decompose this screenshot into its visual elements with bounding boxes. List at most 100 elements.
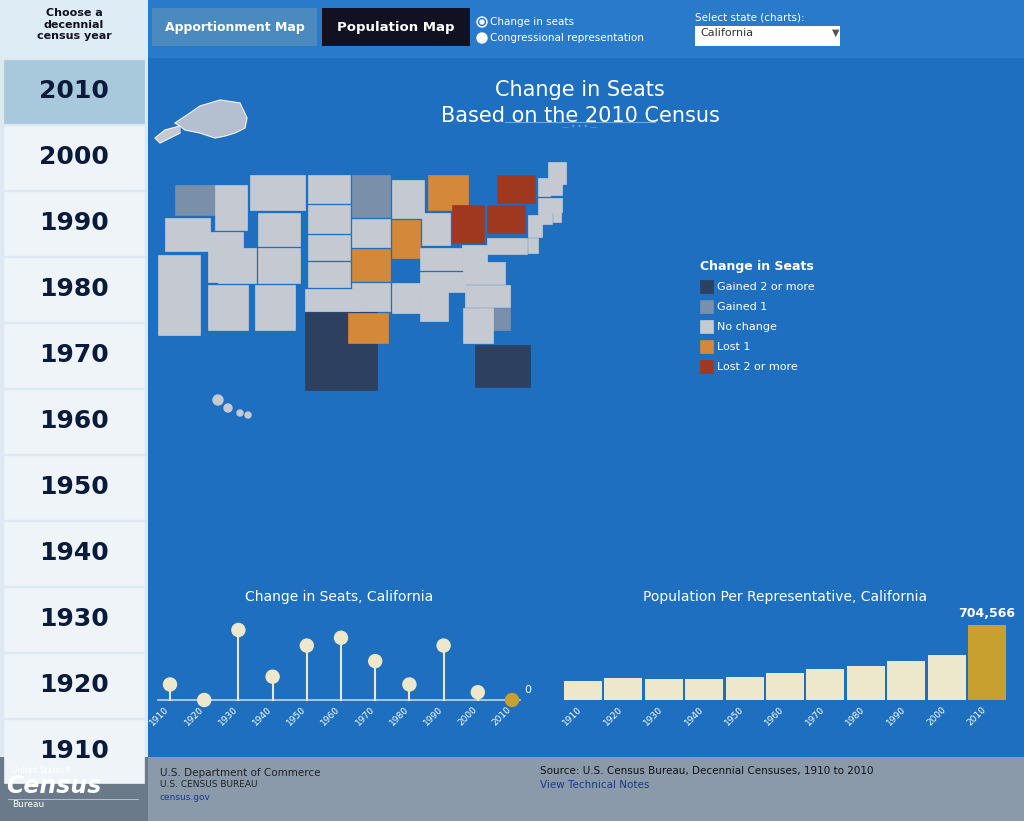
Bar bbox=[152, 8, 317, 46]
Bar bbox=[4, 390, 144, 453]
Text: 1910: 1910 bbox=[561, 705, 584, 727]
Bar bbox=[258, 213, 300, 246]
Bar bbox=[392, 220, 420, 258]
Bar bbox=[208, 285, 248, 330]
Bar bbox=[308, 262, 350, 287]
Bar bbox=[0, 757, 1024, 821]
Bar bbox=[887, 661, 925, 700]
Circle shape bbox=[231, 623, 245, 636]
Bar bbox=[4, 654, 144, 717]
Text: Population Per Representative, California: Population Per Representative, Californi… bbox=[643, 590, 927, 604]
Text: Change in seats: Change in seats bbox=[490, 17, 574, 27]
Polygon shape bbox=[155, 126, 180, 143]
Bar bbox=[685, 679, 723, 700]
Polygon shape bbox=[175, 100, 247, 138]
Bar bbox=[645, 679, 683, 700]
Text: Change in Seats: Change in Seats bbox=[700, 260, 814, 273]
Bar bbox=[497, 175, 535, 203]
Text: 1980: 1980 bbox=[39, 277, 109, 301]
Text: Gained 1: Gained 1 bbox=[717, 301, 767, 311]
Text: 1920: 1920 bbox=[182, 705, 205, 727]
Circle shape bbox=[335, 631, 347, 644]
Bar bbox=[700, 360, 713, 373]
Bar bbox=[348, 313, 388, 343]
Bar bbox=[218, 248, 256, 283]
Bar bbox=[475, 345, 530, 387]
Bar bbox=[148, 0, 1024, 58]
Circle shape bbox=[506, 694, 518, 707]
Text: Bureau: Bureau bbox=[12, 800, 44, 809]
Bar bbox=[175, 185, 215, 215]
Bar bbox=[695, 26, 840, 46]
Text: Change in Seats
Based on the 2010 Census: Change in Seats Based on the 2010 Census bbox=[440, 80, 720, 126]
Bar bbox=[0, 0, 148, 58]
Bar bbox=[807, 668, 845, 700]
Bar bbox=[392, 283, 420, 313]
Bar bbox=[553, 210, 561, 222]
Text: 1950: 1950 bbox=[723, 705, 745, 727]
Bar bbox=[4, 720, 144, 783]
Circle shape bbox=[478, 19, 485, 25]
Text: ▼: ▼ bbox=[831, 28, 840, 38]
Bar bbox=[465, 285, 510, 307]
Bar bbox=[487, 205, 525, 233]
Circle shape bbox=[471, 686, 484, 699]
Bar bbox=[422, 213, 450, 245]
Bar bbox=[4, 258, 144, 321]
Text: 1940: 1940 bbox=[39, 542, 109, 566]
Bar bbox=[215, 185, 247, 230]
Bar bbox=[258, 248, 300, 283]
Text: 1920: 1920 bbox=[602, 705, 625, 727]
Bar bbox=[700, 280, 713, 293]
Bar bbox=[420, 283, 449, 321]
Bar bbox=[4, 456, 144, 519]
Text: 1950: 1950 bbox=[285, 705, 308, 727]
Text: 704,566: 704,566 bbox=[958, 607, 1016, 620]
Bar bbox=[0, 0, 148, 757]
Bar bbox=[538, 212, 552, 224]
Text: 2000: 2000 bbox=[39, 145, 109, 169]
Bar bbox=[250, 175, 305, 210]
Text: View Technical Notes: View Technical Notes bbox=[540, 780, 649, 790]
Text: 1990: 1990 bbox=[885, 705, 907, 727]
Circle shape bbox=[266, 670, 280, 683]
Text: 1960: 1960 bbox=[319, 705, 342, 727]
Text: 1910: 1910 bbox=[39, 740, 109, 764]
Text: Congressional representation: Congressional representation bbox=[490, 33, 644, 43]
Text: 1960: 1960 bbox=[39, 410, 109, 433]
Circle shape bbox=[164, 678, 176, 691]
Bar bbox=[352, 175, 390, 217]
Bar bbox=[305, 312, 377, 390]
Bar bbox=[165, 218, 210, 251]
Bar bbox=[4, 324, 144, 387]
Bar bbox=[0, 757, 148, 821]
Bar bbox=[308, 175, 350, 203]
Bar bbox=[700, 320, 713, 333]
Text: No change: No change bbox=[717, 322, 777, 332]
Text: U.S. CENSUS BUREAU: U.S. CENSUS BUREAU bbox=[160, 780, 257, 789]
Text: United States®: United States® bbox=[12, 766, 72, 775]
Bar bbox=[604, 677, 642, 700]
Bar bbox=[528, 215, 542, 237]
Circle shape bbox=[480, 20, 484, 24]
Text: 2010: 2010 bbox=[490, 705, 513, 727]
Bar bbox=[847, 666, 885, 700]
Bar bbox=[352, 219, 390, 247]
Text: 1950: 1950 bbox=[39, 475, 109, 499]
Bar bbox=[928, 655, 966, 700]
Bar bbox=[564, 681, 602, 700]
Circle shape bbox=[437, 639, 451, 652]
Bar bbox=[463, 262, 505, 284]
Text: 1940: 1940 bbox=[251, 705, 273, 727]
Circle shape bbox=[402, 678, 416, 691]
Text: 1970: 1970 bbox=[804, 705, 826, 727]
Bar bbox=[4, 192, 144, 255]
Bar bbox=[4, 126, 144, 189]
Circle shape bbox=[369, 654, 382, 667]
Text: 1930: 1930 bbox=[217, 705, 240, 727]
Text: — • • • —: — • • • — bbox=[562, 124, 597, 130]
Text: Apportionment Map: Apportionment Map bbox=[165, 21, 305, 34]
Bar bbox=[462, 245, 487, 270]
Text: 1980: 1980 bbox=[844, 705, 867, 727]
Text: 2000: 2000 bbox=[925, 705, 947, 727]
